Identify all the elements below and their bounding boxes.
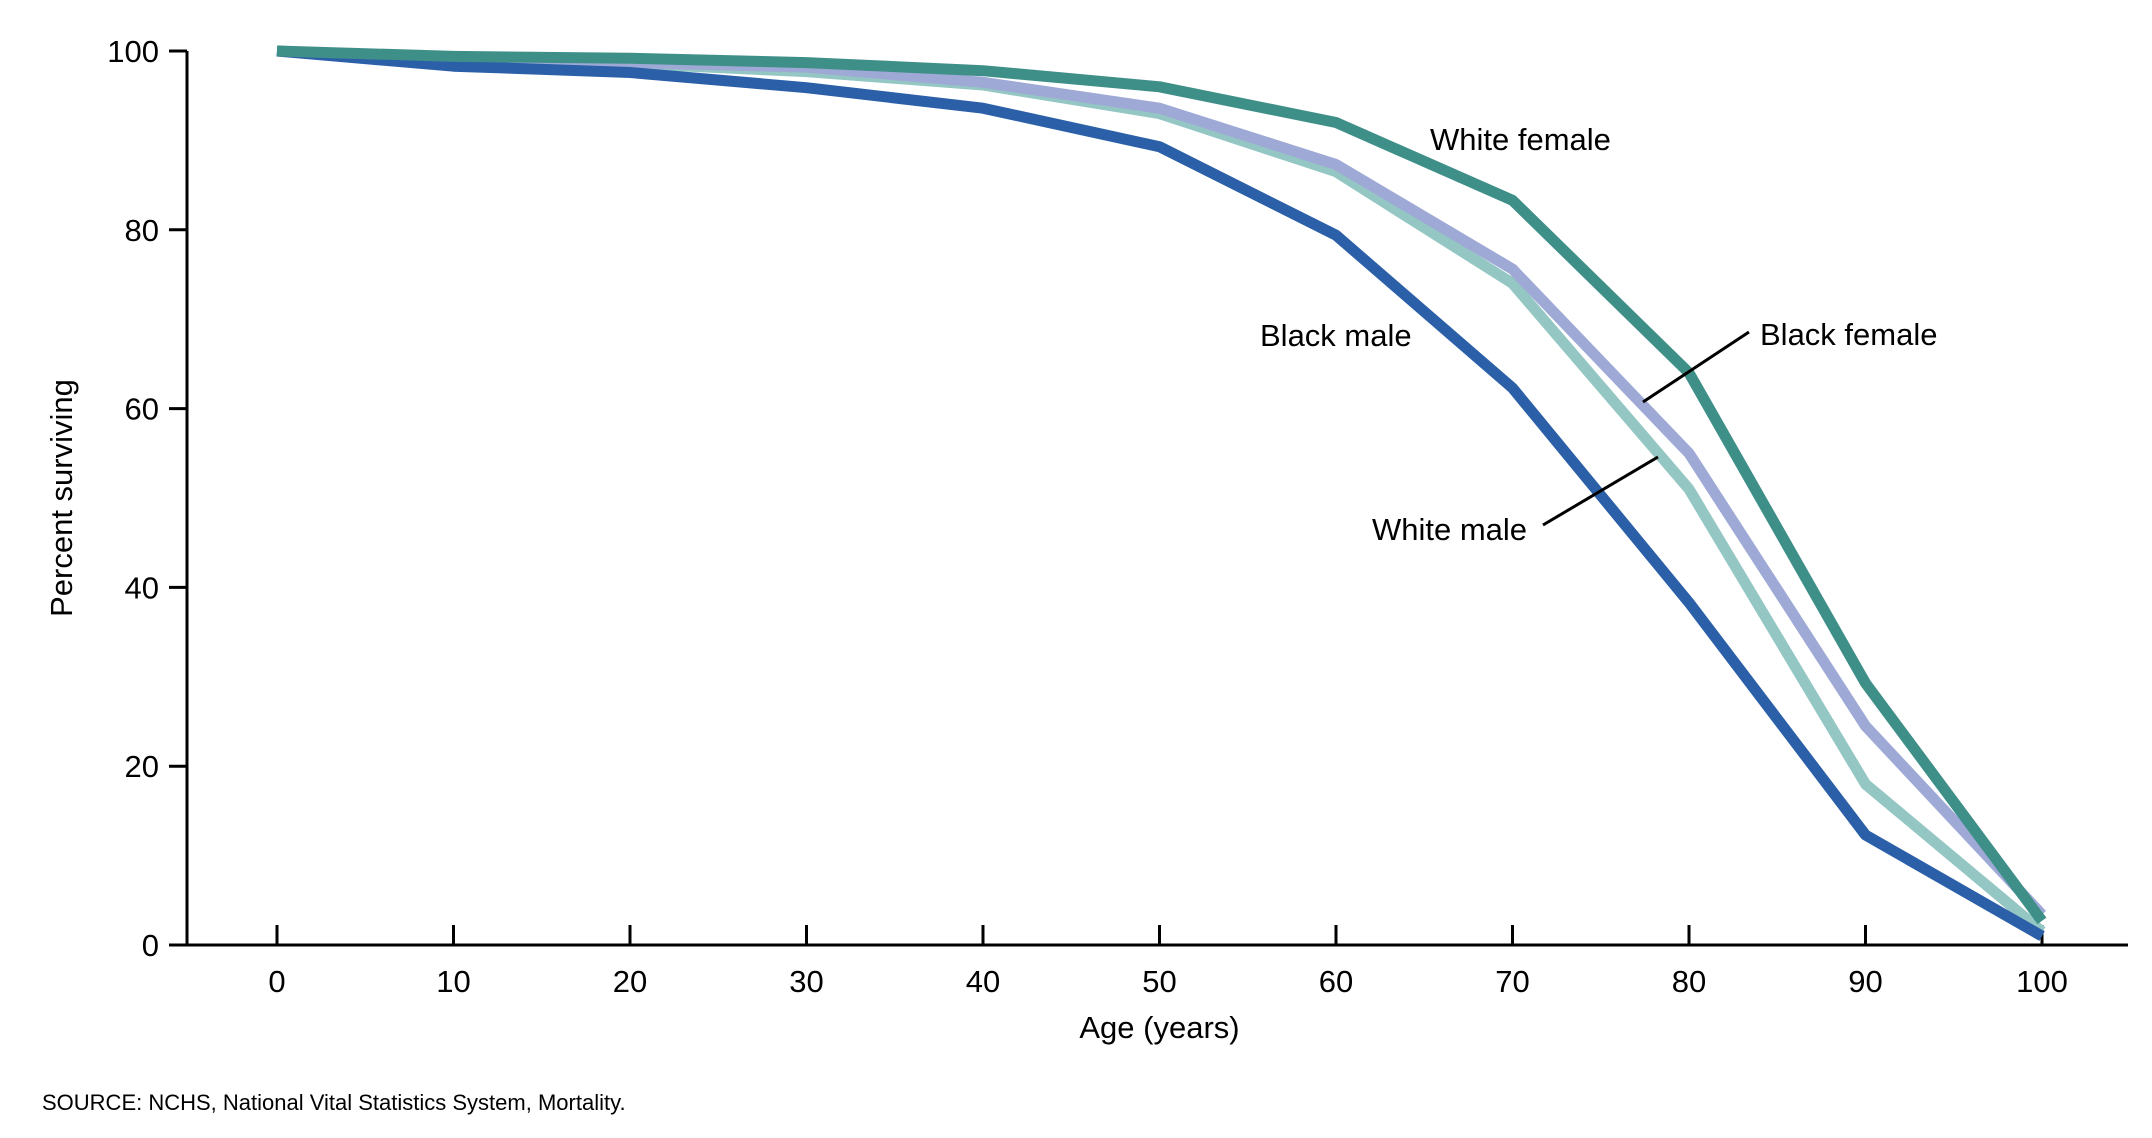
series-line-white-male xyxy=(276,45,2046,936)
label-black-female: Black female xyxy=(1760,317,1937,352)
x-tick-label: 40 xyxy=(966,964,1000,999)
x-tick-label: 80 xyxy=(1672,964,1706,999)
x-tick-label: 100 xyxy=(2016,964,2068,999)
leader-white-male xyxy=(1542,455,1659,527)
x-tick-label: 50 xyxy=(1142,964,1176,999)
x-tick-label: 90 xyxy=(1848,964,1882,999)
series-line-black-male xyxy=(276,45,2045,941)
leader-black-female xyxy=(1642,330,1750,404)
x-tick-label: 10 xyxy=(436,964,470,999)
y-tick-label: 100 xyxy=(107,34,159,69)
y-tick-label: 60 xyxy=(125,392,159,427)
label-white-female: White female xyxy=(1430,122,1611,157)
series-line-white-female xyxy=(276,45,2047,925)
x-tick-label: 60 xyxy=(1319,964,1353,999)
label-white-male: White male xyxy=(1372,512,1527,547)
x-tick-label: 20 xyxy=(613,964,647,999)
y-axis-title: Percent surviving xyxy=(44,379,79,617)
series-line-black-female xyxy=(276,45,2047,919)
source-note: SOURCE: NCHS, National Vital Statistics … xyxy=(42,1090,626,1115)
y-tick-label: 0 xyxy=(142,928,159,963)
x-tick-label: 30 xyxy=(789,964,823,999)
label-black-male: Black male xyxy=(1260,318,1412,353)
x-axis-title: Age (years) xyxy=(1079,1010,1239,1045)
y-tick-label: 80 xyxy=(125,213,159,248)
y-tick-label: 40 xyxy=(125,570,159,605)
x-tick-label: 0 xyxy=(268,964,285,999)
x-tick-label: 70 xyxy=(1495,964,1529,999)
y-tick-label: 20 xyxy=(125,749,159,784)
